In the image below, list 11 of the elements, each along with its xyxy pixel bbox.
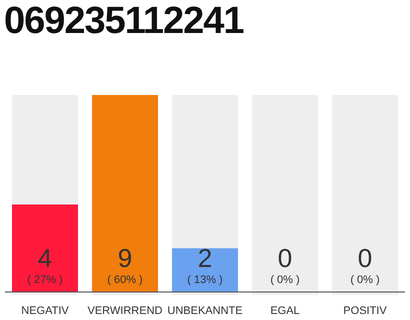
data-label: 2 ( 13% ) xyxy=(187,243,223,286)
chart-title: 069235112241 xyxy=(4,0,244,43)
data-label: 4 ( 27% ) xyxy=(27,243,63,286)
data-label: 0 ( 0% ) xyxy=(350,243,380,286)
data-label: 9 ( 60% ) xyxy=(107,243,143,286)
x-tick-label: EGAL xyxy=(270,305,300,317)
x-tick-label: UNBEKANNTE xyxy=(167,305,243,317)
x-tick-label: VERWIRREND xyxy=(88,305,163,317)
data-label: 0 ( 0% ) xyxy=(270,243,300,286)
x-tick-label: POSITIV xyxy=(343,305,388,317)
x-tick-label: NEGATIV xyxy=(21,305,70,317)
